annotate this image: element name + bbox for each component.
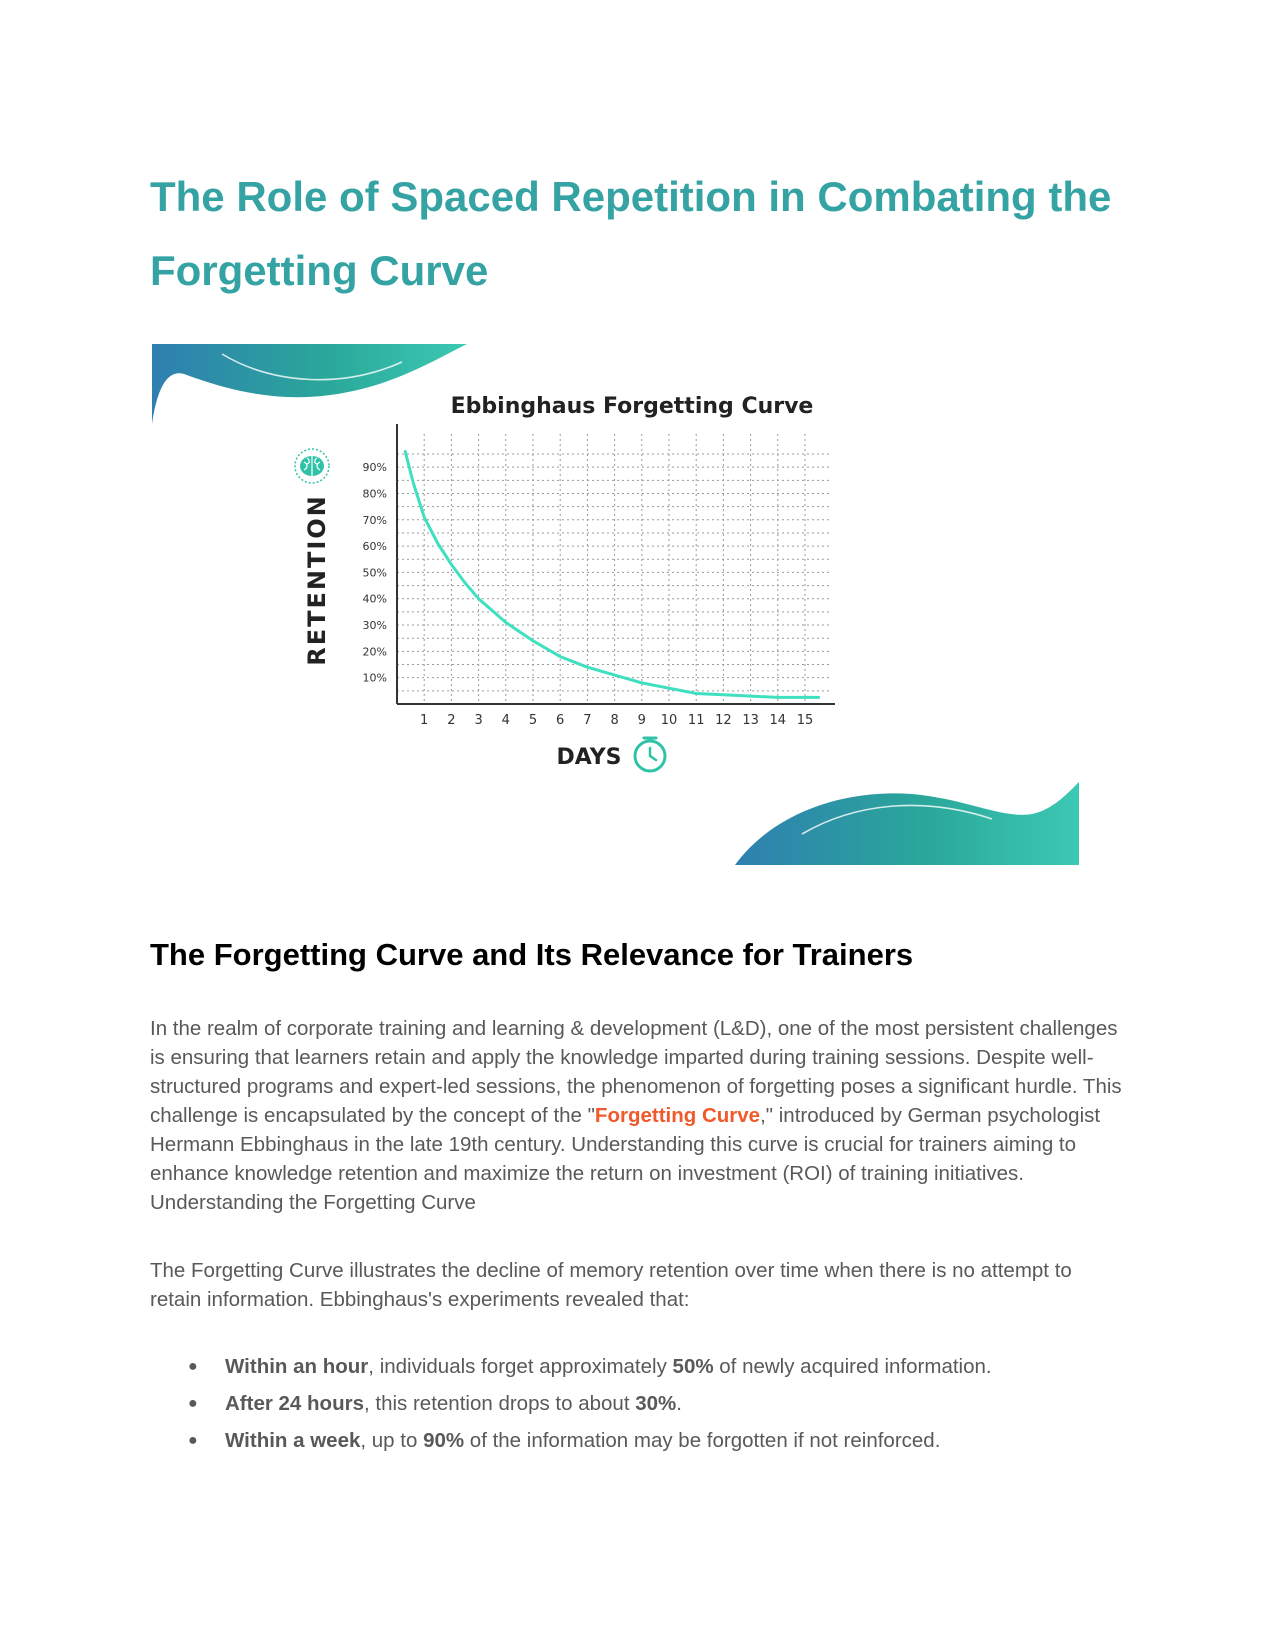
- bullet-text: of the information may be forgotten if n…: [464, 1429, 941, 1452]
- y-tick-label: 40%: [363, 593, 387, 606]
- x-tick-label: 10: [661, 713, 678, 728]
- forgetting-curve-figure: Ebbinghaus Forgetting Curve RETENTION DA…: [152, 344, 1079, 865]
- bullet-bold-value: 30%: [635, 1392, 677, 1415]
- x-tick-label: 7: [583, 713, 591, 728]
- findings-list: ● Within an hour, individuals forget appr…: [150, 1352, 1125, 1463]
- plot-area: 1 2 3 4 5 6 7 8 9 10 11 12 13 14 1510%20%30%40%50%60%7…: [363, 424, 835, 728]
- chart-title: Ebbinghaus Forgetting Curve: [451, 394, 814, 419]
- y-tick-label: 20%: [363, 645, 387, 658]
- forgetting-curve-link[interactable]: Forgetting Curve: [594, 1104, 761, 1127]
- x-tick-label: 4: [502, 713, 510, 728]
- brain-icon: [294, 448, 330, 484]
- forgetting-curve-chart: Ebbinghaus Forgetting Curve RETENTION DA…: [152, 344, 1079, 865]
- bullet-text: of newly acquired information.: [713, 1355, 992, 1378]
- x-tick-label: 9: [638, 713, 646, 728]
- bullet-icon: ●: [188, 1432, 198, 1449]
- list-item: ● After 24 hours, this retention drops to…: [150, 1389, 1125, 1418]
- x-tick-label: 8: [610, 713, 618, 728]
- bullet-bold-lead: After 24 hours: [225, 1392, 364, 1415]
- decorative-swoosh-bottom: [735, 782, 1079, 865]
- document-title: The Role of Spaced Repetition in Combati…: [150, 173, 1112, 294]
- section-heading: The Forgetting Curve and Its Relevance f…: [150, 937, 914, 972]
- y-tick-label: 60%: [363, 540, 387, 553]
- y-tick-label: 30%: [363, 619, 387, 632]
- decorative-swoosh-top: [152, 344, 467, 424]
- bullet-text: .: [676, 1392, 682, 1415]
- list-item: ● Within a week, up to 90% of the informa…: [150, 1426, 1125, 1455]
- bullet-bold-value: 90%: [423, 1429, 465, 1452]
- x-tick-label: 12: [715, 713, 732, 728]
- y-tick-label: 70%: [363, 514, 387, 527]
- y-tick-label: 10%: [363, 672, 387, 685]
- intro-paragraph: In the realm of corporate training and l…: [150, 1014, 1125, 1217]
- x-tick-label: 5: [529, 713, 537, 728]
- bullet-text: , up to: [360, 1429, 424, 1452]
- x-tick-label: 1: [420, 713, 428, 728]
- x-tick-label: 3: [474, 713, 482, 728]
- x-tick-label: 2: [447, 713, 455, 728]
- y-tick-label: 90%: [363, 461, 387, 474]
- clock-icon: [633, 736, 667, 773]
- bullet-icon: ●: [188, 1395, 198, 1412]
- bullet-text: , individuals forget approximately: [368, 1355, 673, 1378]
- intro-text-after: ," introduced by German psychologist Her…: [150, 1104, 1101, 1214]
- bullet-bold-lead: Within an hour: [225, 1355, 369, 1378]
- list-item: ● Within an hour, individuals forget appr…: [150, 1352, 1125, 1381]
- retention-curve: [403, 449, 821, 699]
- intro-text-before: In the realm of corporate training and l…: [150, 1017, 1122, 1127]
- bullet-bold-lead: Within a week: [225, 1429, 361, 1452]
- x-tick-label: 14: [770, 713, 787, 728]
- curve-paragraph: The Forgetting Curve illustrates the dec…: [150, 1259, 1072, 1311]
- y-tick-label: 50%: [363, 566, 387, 579]
- bullet-text: , this retention drops to about: [363, 1392, 636, 1415]
- y-tick-label: 80%: [363, 487, 387, 500]
- x-tick-label: 15: [797, 713, 814, 728]
- bullet-bold-value: 50%: [672, 1355, 714, 1378]
- x-tick-label: 13: [742, 713, 759, 728]
- y-axis-label: RETENTION: [303, 494, 331, 666]
- bullet-icon: ●: [188, 1358, 198, 1375]
- x-tick-label: 6: [556, 713, 564, 728]
- x-tick-label: 11: [688, 713, 705, 728]
- x-axis-label: DAYS: [557, 745, 622, 770]
